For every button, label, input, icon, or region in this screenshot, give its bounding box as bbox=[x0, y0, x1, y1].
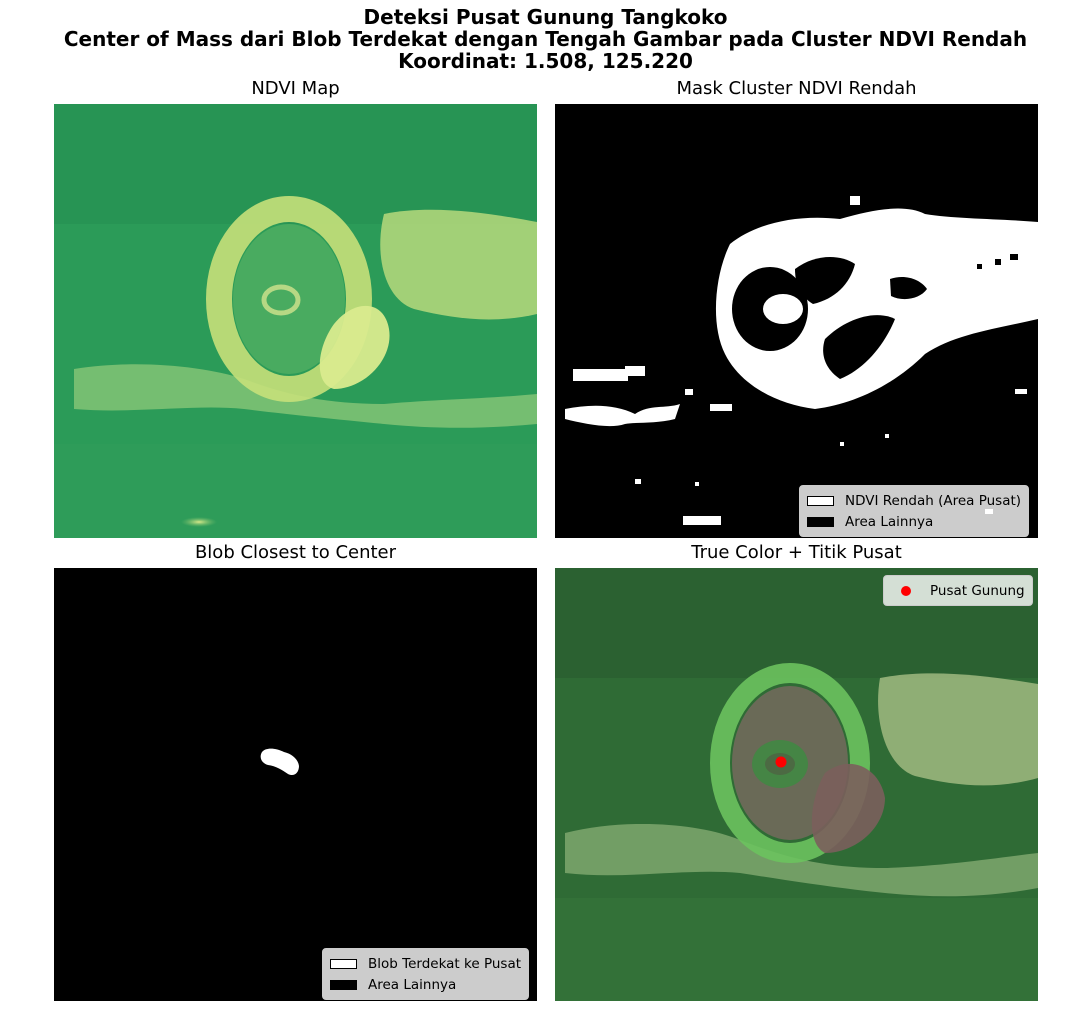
black-swatch-icon bbox=[330, 979, 357, 990]
mask-image bbox=[555, 104, 1038, 538]
mask-svg bbox=[555, 104, 1038, 538]
white-swatch-icon bbox=[330, 958, 357, 969]
figure-title: Deteksi Pusat Gunung Tangkoko Center of … bbox=[0, 6, 1091, 72]
mask-legend-item-other: Area Lainnya bbox=[807, 511, 1021, 532]
blob-panel-title: Blob Closest to Center bbox=[194, 542, 397, 563]
blob-image bbox=[54, 568, 537, 1001]
title-line-2: Center of Mass dari Blob Terdekat dengan… bbox=[63, 27, 1028, 51]
mask-legend-label-other: Area Lainnya bbox=[845, 513, 934, 530]
crater-ring bbox=[206, 196, 372, 402]
closest-blob bbox=[260, 748, 299, 776]
truecolor-legend: Pusat Gunung bbox=[883, 575, 1033, 606]
truecolor-legend-item-center: Pusat Gunung bbox=[891, 580, 1025, 601]
blob-legend: Blob Terdekat ke Pusat Area Lainnya bbox=[322, 948, 530, 1000]
blob-background bbox=[54, 568, 537, 1001]
ndvi-panel-title: NDVI Map bbox=[251, 78, 340, 99]
mask-legend-item-low-ndvi: NDVI Rendah (Area Pusat) bbox=[807, 490, 1021, 511]
truecolor-svg bbox=[555, 568, 1038, 1001]
truecolor-image bbox=[555, 568, 1038, 1001]
black-swatch-icon bbox=[807, 516, 834, 527]
blob-legend-item-other: Area Lainnya bbox=[330, 974, 521, 995]
crater-rim bbox=[710, 663, 870, 863]
mask-panel-title: Mask Cluster NDVI Rendah bbox=[676, 78, 917, 99]
truecolor-panel-title: True Color + Titik Pusat bbox=[691, 542, 902, 563]
mask-main-region bbox=[715, 208, 1038, 409]
truecolor-legend-label-center: Pusat Gunung bbox=[930, 582, 1025, 599]
blob-legend-label-closest: Blob Terdekat ke Pusat bbox=[368, 955, 522, 972]
title-line-3: Koordinat: 1.508, 125.220 bbox=[398, 49, 693, 73]
blob-legend-label-other: Area Lainnya bbox=[368, 976, 457, 993]
title-line-1: Deteksi Pusat Gunung Tangkoko bbox=[363, 5, 728, 29]
center-point-marker bbox=[775, 756, 787, 768]
ndvi-map-image bbox=[54, 104, 537, 538]
mask-legend: NDVI Rendah (Area Pusat) Area Lainnya bbox=[799, 485, 1030, 537]
blob-legend-item-closest: Blob Terdekat ke Pusat bbox=[330, 953, 521, 974]
red-dot-icon bbox=[901, 585, 911, 596]
ndvi-map-svg bbox=[54, 104, 537, 538]
mask-legend-label-low-ndvi: NDVI Rendah (Area Pusat) bbox=[845, 492, 1022, 509]
white-swatch-icon bbox=[807, 495, 834, 506]
blob-svg bbox=[54, 568, 537, 1001]
